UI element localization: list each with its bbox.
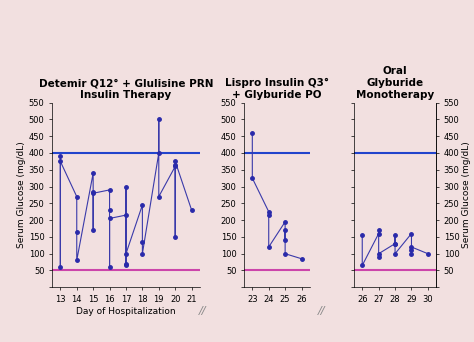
Text: //: // — [199, 306, 207, 316]
Text: //: // — [318, 306, 325, 316]
X-axis label: Day of Hospitalization: Day of Hospitalization — [76, 307, 176, 316]
Title: Lispro Insulin Q3°
+ Glyburide PO: Lispro Insulin Q3° + Glyburide PO — [225, 78, 329, 101]
Title: Detemir Q12° + Glulisine PRN
Insulin Therapy: Detemir Q12° + Glulisine PRN Insulin The… — [39, 78, 213, 101]
Title: Oral
Glyburide
Monotherapy: Oral Glyburide Monotherapy — [356, 66, 434, 101]
Y-axis label: Serum Glucose (mg/dL): Serum Glucose (mg/dL) — [17, 142, 26, 248]
Y-axis label: Serum Glucose (mg/dL): Serum Glucose (mg/dL) — [462, 142, 471, 248]
